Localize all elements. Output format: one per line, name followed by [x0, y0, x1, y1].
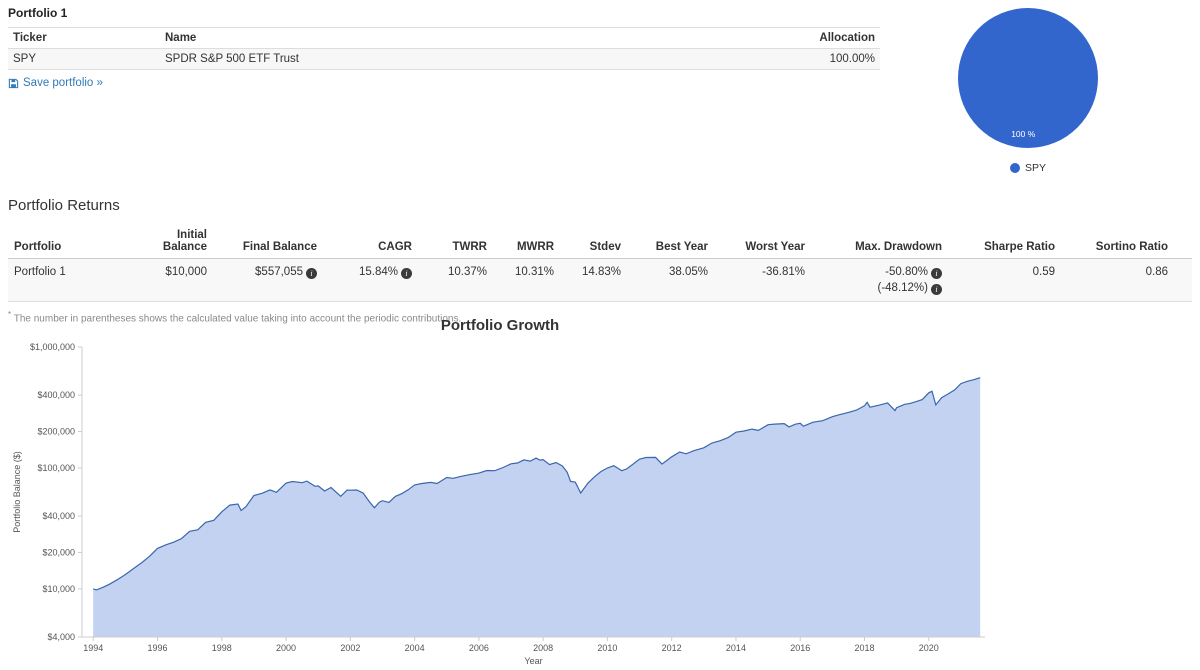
max-drawdown-line: -50.80% i	[817, 264, 942, 280]
col-header-twrr: TWRR	[418, 224, 493, 259]
growth-chart-title: Portfolio Growth	[440, 317, 560, 334]
returns-section-title: Portfolio Returns	[8, 197, 120, 214]
allocation-cell: 100.00%	[726, 48, 880, 70]
portfolio-name-cell: Portfolio 1	[8, 258, 128, 303]
final-balance-value: $557,055	[255, 266, 303, 278]
best-year-cell: 38.05%	[627, 258, 714, 303]
col-header-sharpe-ratio: Sharpe Ratio	[948, 224, 1061, 259]
svg-text:1996: 1996	[148, 643, 168, 653]
save-portfolio-label: Save portfolio »	[23, 77, 103, 89]
mwrr-cell: 10.31%	[493, 258, 560, 303]
initial-balance-cell: $10,000	[128, 258, 213, 303]
portfolio-summary: Portfolio 1 Ticker Name Allocation SPY S…	[8, 6, 880, 94]
max-drawdown-value: -50.80%	[885, 266, 928, 278]
svg-text:2008: 2008	[533, 643, 553, 653]
max-drawdown-adjusted-value: (-48.12%)	[877, 282, 929, 295]
twrr-cell: 10.37%	[418, 258, 493, 303]
svg-text:2016: 2016	[790, 643, 810, 653]
ticker-cell: SPY	[8, 48, 160, 70]
svg-text:2000: 2000	[276, 643, 296, 653]
svg-text:2006: 2006	[469, 643, 489, 653]
sharpe-ratio-cell: 0.59	[948, 258, 1061, 303]
pie-legend[interactable]: SPY	[950, 162, 1106, 174]
col-header-name: Name	[160, 27, 726, 49]
svg-text:2004: 2004	[405, 643, 425, 653]
svg-text:$100,000: $100,000	[37, 463, 75, 473]
svg-text:1998: 1998	[212, 643, 232, 653]
col-header-allocation: Allocation	[726, 27, 880, 49]
portfolio-growth-chart: $4,000 $10,000 $20,000 $40,000 $100,000 $200,…	[12, 342, 985, 666]
returns-table: Portfolio Initial Balance Final Balance …	[8, 224, 1192, 303]
svg-text:$400,000: $400,000	[37, 390, 75, 400]
col-header-final-balance: Final Balance	[213, 224, 323, 259]
col-header-cagr: CAGR	[323, 224, 418, 259]
info-icon[interactable]: i	[931, 268, 942, 279]
svg-text:$40,000: $40,000	[42, 511, 75, 521]
footnote-marker: *	[8, 310, 12, 320]
legend-dot-icon	[1009, 163, 1020, 173]
max-drawdown-adjusted-line: (-48.12%) i	[817, 280, 942, 296]
col-header-portfolio: Portfolio	[8, 224, 128, 259]
cagr-cell: 15.84% i	[323, 258, 418, 303]
svg-text:Year: Year	[524, 656, 542, 666]
info-icon[interactable]: i	[306, 268, 317, 279]
sortino-ratio-cell: 0.86	[1061, 258, 1192, 303]
info-icon[interactable]: i	[401, 268, 412, 279]
svg-text:2012: 2012	[662, 643, 682, 653]
svg-text:$1,000,000: $1,000,000	[30, 342, 75, 352]
svg-text:1994: 1994	[83, 643, 103, 653]
allocation-row: SPY SPDR S&P 500 ETF Trust 100.00%	[8, 48, 880, 70]
returns-row: Portfolio 1 $10,000 $557,055 i 15.84% i 10…	[8, 258, 1192, 303]
col-header-ticker: Ticker	[8, 27, 160, 49]
pie-slice-label: 100 %	[1011, 129, 1036, 139]
max-drawdown-cell: -50.80% i (-48.12%) i	[811, 258, 948, 303]
allocation-header-row: Ticker Name Allocation	[8, 27, 880, 49]
svg-text:Portfolio Balance ($): Portfolio Balance ($)	[12, 451, 22, 533]
portfolio-title: Portfolio 1	[8, 6, 68, 20]
col-header-best-year: Best Year	[627, 224, 714, 259]
allocation-pie: 100 % SPY	[950, 8, 1106, 174]
svg-text:2014: 2014	[726, 643, 746, 653]
save-portfolio-link[interactable]: Save portfolio »	[8, 77, 103, 89]
info-icon[interactable]: i	[931, 284, 942, 296]
svg-text:2018: 2018	[854, 643, 874, 653]
stdev-cell: 14.83%	[560, 258, 627, 303]
svg-text:2020: 2020	[919, 643, 939, 653]
svg-text:$10,000: $10,000	[42, 584, 75, 594]
footnote-text: The number in parentheses shows the calc…	[13, 313, 462, 325]
svg-text:$4,000: $4,000	[47, 632, 75, 642]
svg-text:2002: 2002	[340, 643, 360, 653]
fund-name-cell: SPDR S&P 500 ETF Trust	[160, 48, 726, 70]
col-header-max-drawdown: Max. Drawdown	[811, 224, 948, 259]
returns-header-row: Portfolio Initial Balance Final Balance …	[8, 224, 1192, 259]
svg-text:$200,000: $200,000	[37, 427, 75, 437]
pie-chart: 100 %	[958, 8, 1098, 148]
returns-footnote: * The number in parentheses shows the ca…	[8, 310, 1192, 324]
svg-text:$20,000: $20,000	[42, 547, 75, 557]
allocation-table: Ticker Name Allocation SPY SPDR S&P 500 …	[8, 27, 880, 70]
cagr-value: 15.84%	[358, 266, 398, 278]
worst-year-cell: -36.81%	[714, 258, 811, 303]
col-header-initial-balance: Initial Balance	[128, 224, 213, 259]
col-header-mwrr: MWRR	[493, 224, 560, 259]
col-header-worst-year: Worst Year	[714, 224, 811, 259]
portfolio-returns-section: Portfolio Returns Portfolio Initial Bala…	[8, 197, 1192, 325]
pie-legend-label: SPY	[1024, 162, 1046, 174]
final-balance-cell: $557,055 i	[213, 258, 323, 303]
save-icon	[8, 78, 19, 88]
svg-text:2010: 2010	[597, 643, 617, 653]
col-header-stdev: Stdev	[560, 224, 627, 259]
col-header-sortino-ratio: Sortino Ratio	[1061, 224, 1192, 259]
